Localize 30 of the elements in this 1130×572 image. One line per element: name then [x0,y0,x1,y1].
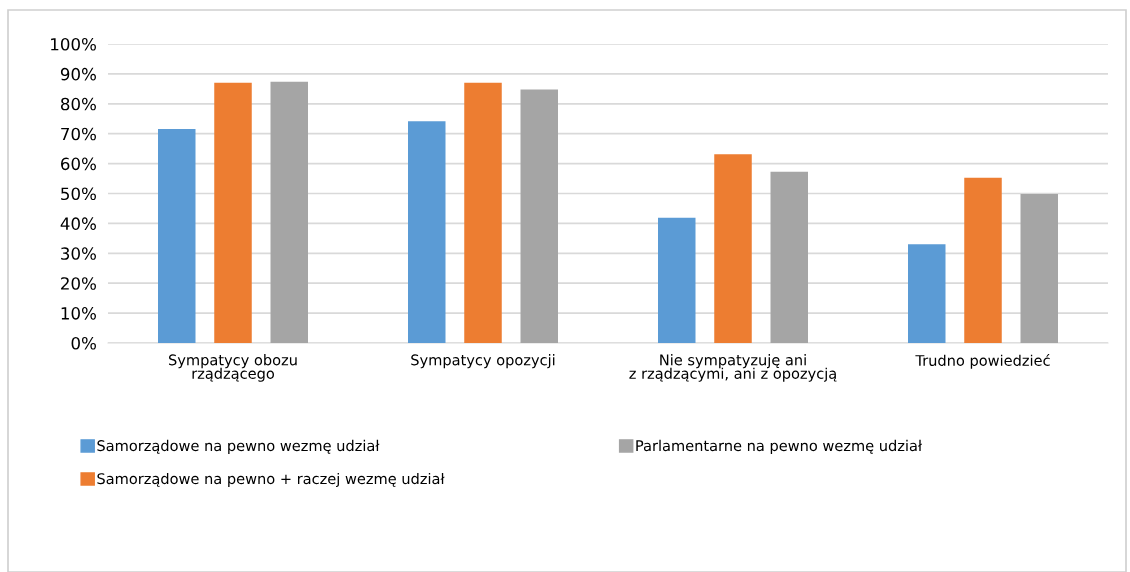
y-tick-label: 30% [61,247,96,260]
bar [1020,194,1058,343]
y-tick-label: 40% [60,217,96,230]
x-tick-label: Trudno powiedzieć [915,354,1050,369]
y-tick-label: 90% [60,67,96,81]
y-tick-label: 80% [60,97,96,111]
y-tick-label: 0% [71,336,96,350]
y-tick-label: 20% [61,277,96,290]
x-tick-label: Sympatycy opozycji [411,354,555,369]
bar [464,82,502,343]
legend-label: Samorządowe na pewno + raczej wezmę udział [97,472,445,488]
bar [770,171,808,343]
bar [270,81,308,343]
y-tick-label: 100% [51,37,96,51]
bar [658,217,696,343]
y-tick-label: 60% [61,157,96,171]
y-tick-label: 70% [61,127,96,141]
legend-label: Parlamentarne na pewno wezmę udział [636,439,923,454]
x-tick-label: Nie sympatyzuję ani z rządzącymi, ani z opozycją [629,354,837,382]
bar [964,177,1002,343]
bar [520,89,558,343]
legend-label: Samorządowe na pewno wezmę udział [97,439,380,454]
x-tick-label: Sympatycy obozu rządzącego [169,354,297,382]
y-tick-label: 50% [61,187,96,201]
bar [408,121,446,343]
bar [214,82,252,343]
bar [158,128,196,343]
bar [714,154,752,343]
bar [908,244,946,343]
y-tick-label: 10% [61,307,96,320]
